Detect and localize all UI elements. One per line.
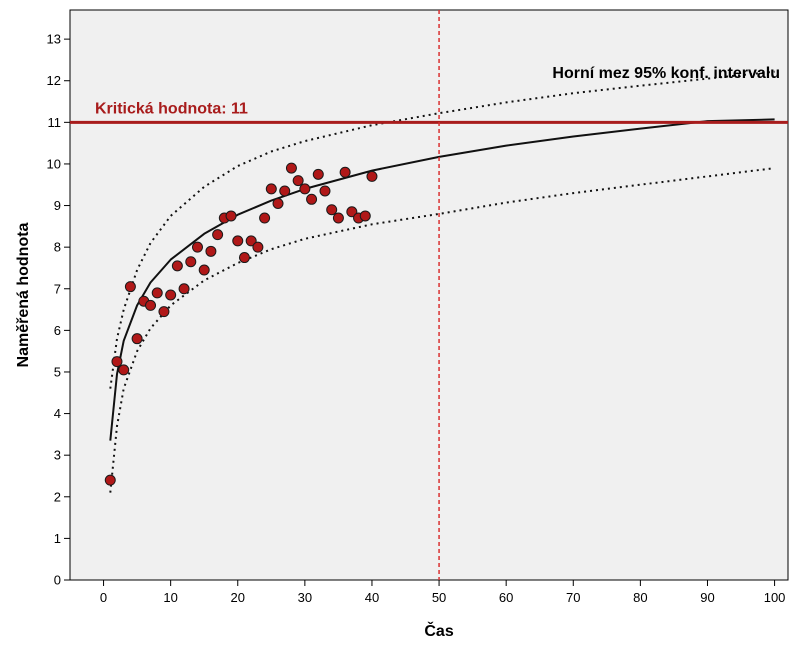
y-tick-label: 4: [54, 406, 61, 421]
y-tick-label: 11: [48, 115, 62, 130]
x-axis-title: Čas: [424, 621, 453, 640]
y-tick-label: 9: [54, 198, 61, 213]
y-tick-label: 7: [54, 281, 61, 296]
data-point: [191, 241, 203, 253]
data-point: [252, 241, 264, 253]
y-tick-label: 5: [54, 364, 61, 379]
data-point: [292, 175, 304, 187]
fit-curve-line: [109, 118, 775, 441]
data-point: [285, 162, 297, 174]
y-tick-label: 2: [54, 489, 61, 504]
y-tick-label: 6: [54, 323, 61, 338]
data-point: [366, 170, 378, 182]
data-point: [171, 260, 183, 272]
data-point: [272, 197, 284, 209]
data-point: [205, 245, 217, 257]
data-point: [131, 333, 143, 345]
x-tick-label: 90: [700, 590, 714, 605]
data-points: [104, 162, 378, 486]
data-point: [225, 210, 237, 222]
data-point: [339, 166, 351, 178]
y-tick-label: 8: [54, 240, 61, 255]
x-tick-label: 20: [231, 590, 245, 605]
x-tick-label: 80: [633, 590, 647, 605]
data-point: [178, 283, 190, 295]
x-tick-label: 60: [499, 590, 513, 605]
x-tick-label: 10: [163, 590, 177, 605]
x-tick-label: 40: [365, 590, 379, 605]
data-point: [312, 168, 324, 180]
data-point: [319, 185, 331, 197]
data-point: [118, 364, 130, 376]
y-tick-label: 13: [47, 32, 61, 47]
data-point: [212, 229, 224, 241]
data-point: [326, 204, 338, 216]
data-point: [145, 299, 157, 311]
x-tick-label: 0: [100, 590, 107, 605]
data-point: [299, 183, 311, 195]
plot-area: [69, 9, 789, 581]
x-tick-label: 30: [298, 590, 312, 605]
data-point: [306, 193, 318, 205]
upper-ci-label: Horní mez 95% konf. intervalu: [552, 65, 780, 82]
data-point: [151, 287, 163, 299]
x-tick-label: 100: [764, 590, 786, 605]
data-point: [158, 306, 170, 318]
data-point: [346, 206, 358, 218]
data-point: [198, 264, 210, 276]
data-point: [165, 289, 177, 301]
y-tick-label: 12: [47, 73, 61, 88]
y-tick-label: 10: [47, 156, 61, 171]
data-point: [245, 235, 257, 247]
y-tick-label: 3: [54, 448, 61, 463]
data-point: [265, 183, 277, 195]
data-point: [111, 356, 123, 368]
data-point: [232, 235, 244, 247]
data-point: [124, 281, 136, 293]
data-point: [238, 252, 250, 264]
critical-value-label: Kritická hodnota: 11: [95, 100, 248, 117]
y-axis-title: Naměřená hodnota: [15, 222, 32, 367]
x-tick-label: 70: [566, 590, 580, 605]
y-tick-label: 0: [54, 573, 61, 588]
data-point: [359, 210, 371, 222]
reference-lines: [70, 10, 788, 580]
x-tick-label: 50: [432, 590, 446, 605]
data-point: [332, 212, 344, 224]
data-point: [279, 185, 291, 197]
data-point: [185, 256, 197, 268]
y-tick-label: 1: [54, 531, 61, 546]
data-point: [259, 212, 271, 224]
data-point: [104, 474, 116, 486]
